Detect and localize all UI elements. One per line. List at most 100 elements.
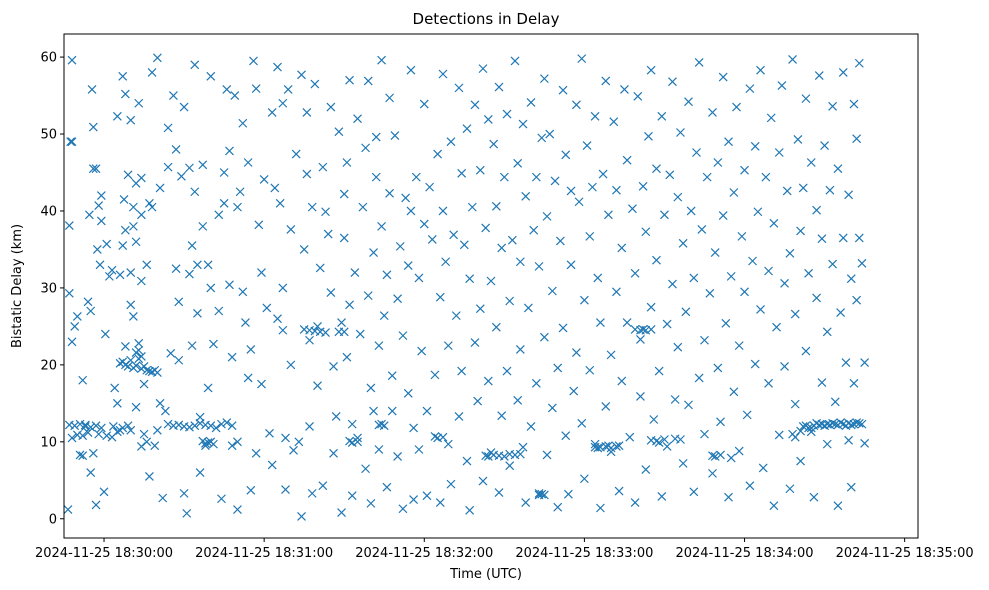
data-point-222 (406, 206, 416, 216)
data-point-524 (163, 419, 173, 429)
data-point-204 (377, 221, 387, 231)
data-point-318 (566, 186, 576, 196)
data-point-72 (155, 398, 165, 408)
data-point-38 (118, 241, 128, 251)
data-point-88 (185, 163, 194, 173)
data-point-149 (286, 360, 296, 370)
data-point-426 (758, 463, 768, 473)
data-point-170 (326, 102, 336, 112)
data-point-55 (134, 98, 144, 108)
data-point-239 (435, 498, 445, 508)
data-point-362 (644, 131, 653, 141)
data-point-520 (152, 368, 162, 377)
data-point-238 (435, 292, 445, 302)
data-point-284 (510, 56, 520, 66)
data-point-314 (558, 323, 568, 333)
data-point-404 (718, 72, 728, 82)
data-point-381 (678, 458, 688, 468)
data-point-578 (638, 325, 648, 334)
y-tick-label-1: 10 (40, 435, 57, 450)
data-point-80 (171, 264, 181, 274)
data-point-567 (539, 490, 549, 500)
data-point-226 (414, 273, 424, 283)
data-point-126 (246, 485, 256, 495)
data-point-440 (785, 484, 795, 494)
data-point-189 (355, 329, 365, 339)
data-point-115 (230, 91, 240, 100)
data-point-90 (187, 241, 197, 251)
data-point-394 (700, 429, 709, 439)
data-point-297 (531, 172, 541, 182)
data-point-56 (136, 173, 146, 183)
data-point-1 (64, 288, 74, 298)
data-point-467 (833, 501, 843, 511)
data-point-439 (782, 186, 792, 196)
data-point-330 (585, 365, 595, 375)
data-point-458 (817, 378, 827, 387)
data-point-8 (72, 311, 82, 321)
data-point-53 (131, 402, 141, 412)
y-tick-label-0: 0 (49, 512, 57, 527)
data-point-325 (577, 54, 587, 64)
data-point-305 (542, 211, 552, 221)
data-point-359 (638, 181, 648, 191)
data-point-378 (673, 192, 683, 202)
data-point-363 (646, 302, 656, 312)
data-point-333 (590, 439, 600, 449)
data-point-447 (796, 456, 805, 466)
data-point-65 (144, 472, 154, 481)
data-point-289 (518, 442, 528, 452)
data-point-584 (660, 435, 669, 444)
data-point-442 (788, 54, 797, 64)
data-point-335 (595, 318, 605, 327)
data-point-62 (142, 260, 152, 270)
data-point-212 (390, 131, 400, 140)
data-point-168 (321, 207, 330, 217)
data-point-177 (337, 508, 346, 518)
data-point-382 (678, 238, 688, 248)
data-point-460 (820, 141, 830, 150)
data-point-68 (150, 441, 160, 451)
data-point-92 (190, 60, 200, 70)
data-point-211 (387, 371, 397, 381)
data-point-580 (646, 325, 656, 334)
data-point-502 (112, 427, 122, 437)
data-point-306 (545, 129, 555, 139)
data-point-431 (769, 501, 779, 511)
data-point-165 (315, 263, 325, 273)
data-point-393 (700, 335, 709, 345)
data-point-309 (550, 176, 560, 186)
data-point-150 (289, 445, 298, 455)
data-point-449 (801, 346, 811, 356)
data-point-266 (481, 223, 491, 233)
data-point-89 (187, 341, 197, 351)
data-point-253 (459, 240, 469, 250)
data-point-203 (377, 55, 387, 65)
data-point-416 (740, 287, 749, 297)
data-point-142 (278, 325, 288, 335)
data-point-361 (641, 465, 651, 474)
data-point-290 (518, 119, 528, 129)
data-point-54 (134, 338, 144, 348)
data-point-249 (454, 83, 464, 93)
data-point-278 (499, 172, 509, 182)
data-point-117 (233, 437, 242, 447)
data-point-91 (190, 187, 200, 197)
data-point-528 (185, 422, 194, 432)
data-point-606 (836, 418, 846, 428)
data-point-29 (102, 239, 112, 249)
data-point-498 (88, 448, 98, 458)
data-point-60 (139, 429, 149, 439)
data-point-252 (457, 366, 467, 376)
data-point-340 (604, 210, 613, 220)
data-point-420 (748, 256, 757, 266)
data-point-505 (126, 425, 136, 435)
data-point-337 (598, 169, 608, 179)
data-point-310 (553, 502, 563, 512)
data-point-612 (852, 418, 862, 428)
data-point-530 (195, 418, 205, 428)
data-point-271 (489, 139, 499, 149)
data-point-551 (353, 437, 362, 447)
data-point-329 (585, 231, 595, 241)
data-point-324 (577, 418, 587, 428)
